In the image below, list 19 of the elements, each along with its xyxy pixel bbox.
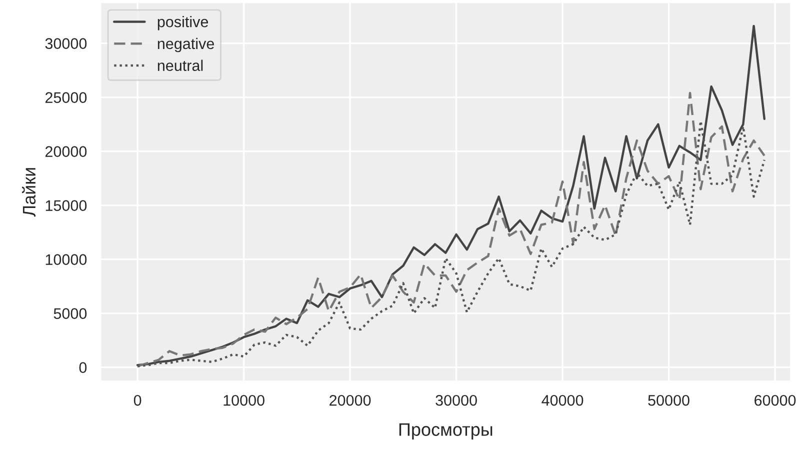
y-tick-label: 30000 — [45, 38, 87, 49]
y-tick-label: 25000 — [45, 92, 87, 103]
y-tick-label: 20000 — [45, 146, 87, 157]
y-axis-title: Лайки — [22, 168, 36, 217]
x-tick-label: 40000 — [542, 394, 584, 406]
y-tick-label: 15000 — [46, 200, 87, 211]
x-tick-label: 50000 — [648, 394, 690, 406]
x-axis-title: Просмотры — [399, 423, 492, 440]
y-tick-label: 5000 — [54, 308, 87, 320]
x-tick-label: 0 — [134, 394, 142, 406]
x-tick-label: 10000 — [224, 394, 264, 406]
x-tick-label: 20000 — [330, 394, 371, 406]
y-tick-label: 0 — [79, 362, 87, 374]
legend-label: negative — [158, 38, 214, 52]
legend-label: positive — [158, 16, 208, 30]
x-tick-label: 30000 — [436, 394, 477, 406]
y-tick-label: 10000 — [46, 254, 87, 266]
legend-label: neutral — [158, 60, 203, 72]
x-tick-label: 60000 — [754, 394, 796, 406]
